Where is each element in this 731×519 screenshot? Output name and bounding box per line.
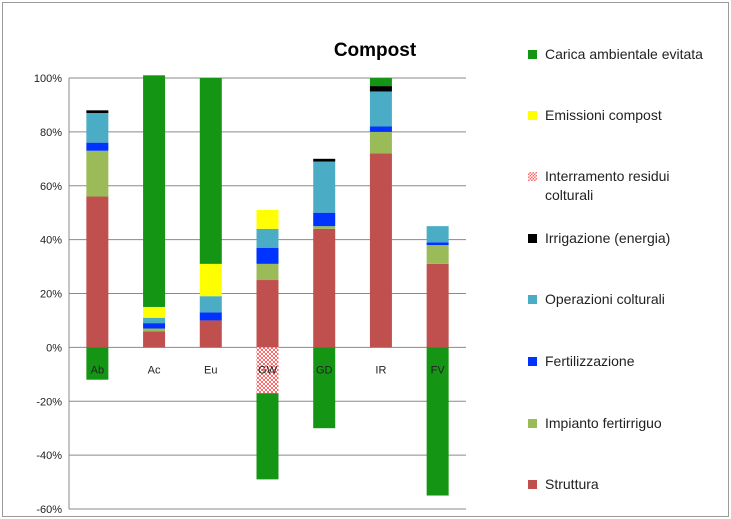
bar-segment [199, 312, 222, 321]
y-tick-label: -20% [36, 396, 62, 408]
legend-item: Impianto fertirriguo [528, 414, 715, 433]
bar-segment [143, 317, 166, 324]
chart-title: Compost [334, 40, 417, 61]
bar-segment [369, 131, 392, 154]
bar-segment [143, 323, 166, 329]
bars [86, 75, 449, 496]
bar-segment [86, 113, 109, 143]
bar-segment [313, 212, 336, 227]
bar-segment [313, 161, 336, 213]
x-category-label: Ab [91, 364, 104, 376]
bar-segment [86, 142, 109, 151]
legend-swatch [528, 419, 537, 428]
bar-segment [143, 306, 166, 318]
bar-segment [256, 393, 279, 480]
y-tick-label: -40% [36, 450, 62, 462]
bar-segment [199, 263, 222, 297]
legend-swatch [528, 172, 537, 181]
bar-segment [256, 247, 279, 264]
y-tick-label: 20% [40, 289, 62, 301]
legend-swatch [528, 234, 537, 243]
bar-segment [426, 242, 449, 246]
bar-segment [369, 91, 392, 127]
x-category-label: Ac [148, 364, 161, 376]
y-tick-label: -60% [36, 504, 62, 516]
axes: 100% 80% 60% 40% 20% 0% -20% -40% -60% Ab Ac Eu GW GD… [34, 73, 445, 516]
legend-label: Struttura [545, 476, 599, 492]
bar-segment [256, 280, 279, 348]
bar-segment [256, 347, 279, 394]
legend-label: Interramento residui colturali [545, 168, 670, 203]
bar-segment [143, 331, 166, 348]
bar-segment [86, 347, 109, 380]
bar-segment [369, 153, 392, 348]
legend-item: Emissioni compost [528, 106, 715, 125]
bar-segment [426, 347, 449, 496]
bar-segment [256, 228, 279, 248]
y-tick-label: 100% [34, 73, 62, 85]
legend-swatch [528, 295, 537, 304]
chart-legend: Carica ambientale evitata Emissioni compo… [528, 3, 728, 516]
bar-segment [369, 86, 392, 92]
bar-segment [86, 196, 109, 348]
y-tick-label: 0% [46, 342, 62, 354]
legend-item: Fertilizzazione [528, 352, 715, 371]
bar-segment [313, 228, 336, 348]
bar-segment [86, 110, 109, 114]
bar-segment [313, 226, 336, 229]
legend-swatch [528, 480, 537, 489]
legend-item: Irrigazione (energia) [528, 229, 715, 248]
bar-segment [426, 226, 449, 243]
x-category-label: FV [431, 364, 446, 376]
bar-segment [199, 320, 222, 348]
bar-segment [143, 328, 166, 332]
legend-swatch [528, 111, 537, 120]
legend-label: Fertilizzazione [545, 353, 635, 369]
legend-label: Irrigazione (energia) [545, 230, 671, 246]
bar-segment [199, 296, 222, 313]
bar-segment [199, 78, 222, 264]
x-category-label: GW [258, 364, 278, 376]
legend-swatch [528, 357, 537, 366]
legend-label: Emissioni compost [545, 107, 662, 123]
legend-item: Carica ambientale evitata [528, 45, 715, 64]
stacked-bar-chart: 100% 80% 60% 40% 20% 0% -20% -40% -60% Ab Ac Eu GW GD… [34, 40, 466, 516]
legend-item: Operazioni colturali [528, 290, 715, 309]
bar-segment [86, 150, 109, 197]
legend-label: Impianto fertirriguo [545, 415, 662, 431]
legend-swatch [528, 50, 537, 59]
legend-item: Interramento residui colturali [528, 167, 715, 205]
y-tick-label: 40% [40, 235, 62, 247]
legend-label: Carica ambientale evitata [545, 46, 703, 62]
bar-segment [143, 75, 166, 307]
y-tick-label: 60% [40, 181, 62, 193]
y-tick-label: 80% [40, 127, 62, 139]
bar-segment [369, 78, 392, 87]
legend-label: Operazioni colturali [545, 291, 665, 307]
legend-item: Struttura [528, 475, 715, 494]
x-category-label: GD [316, 364, 333, 376]
bar-segment [313, 347, 336, 429]
x-category-label: Eu [204, 364, 217, 376]
bar-segment [313, 158, 336, 162]
bar-segment [426, 245, 449, 264]
bar-segment [256, 209, 279, 229]
bar-segment [426, 263, 449, 348]
bar-segment [369, 126, 392, 132]
bar-segment [256, 263, 279, 281]
x-category-label: IR [375, 364, 386, 376]
